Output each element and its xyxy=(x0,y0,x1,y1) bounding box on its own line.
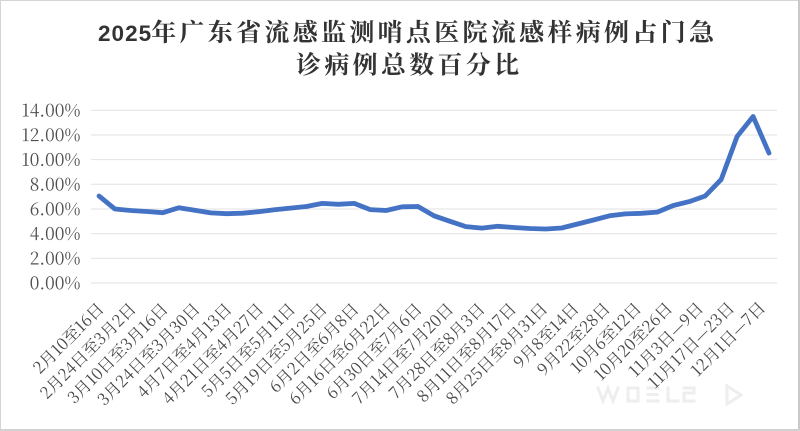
svg-text:2025: 2025 xyxy=(98,21,151,46)
